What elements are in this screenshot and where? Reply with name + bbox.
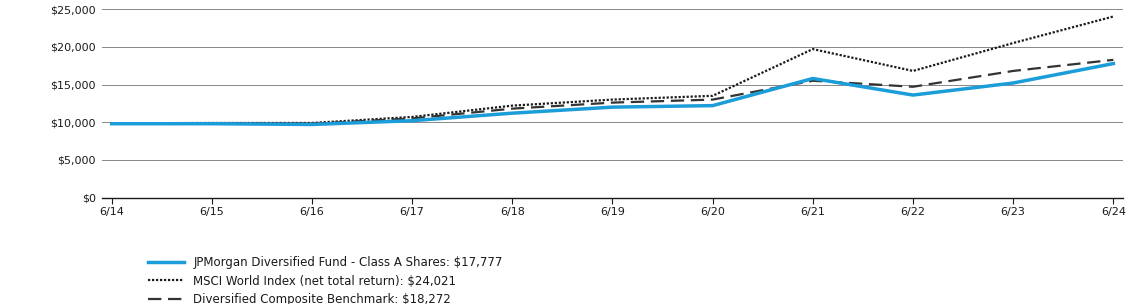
JPMorgan Diversified Fund - Class A Shares: $17,777: (2, 9.7e+03): $17,777: (2, 9.7e+03) (305, 123, 318, 126)
MSCI World Index (net total return): $24,021: (3, 1.07e+04): $24,021: (3, 1.07e+04) (405, 115, 419, 119)
JPMorgan Diversified Fund - Class A Shares: $17,777: (6, 1.22e+04): $17,777: (6, 1.22e+04) (706, 104, 719, 107)
Diversified Composite Benchmark: $18,272: (6, 1.3e+04): $18,272: (6, 1.3e+04) (706, 98, 719, 102)
JPMorgan Diversified Fund - Class A Shares: $17,777: (10, 1.78e+04): $17,777: (10, 1.78e+04) (1106, 62, 1120, 65)
JPMorgan Diversified Fund - Class A Shares: $17,777: (7, 1.58e+04): $17,777: (7, 1.58e+04) (806, 77, 820, 80)
JPMorgan Diversified Fund - Class A Shares: $17,777: (1, 9.8e+03): $17,777: (1, 9.8e+03) (205, 122, 219, 126)
Diversified Composite Benchmark: $18,272: (4, 1.18e+04): $18,272: (4, 1.18e+04) (506, 107, 519, 110)
Diversified Composite Benchmark: $18,272: (2, 9.8e+03): $18,272: (2, 9.8e+03) (305, 122, 318, 126)
Line: Diversified Composite Benchmark: $18,272: Diversified Composite Benchmark: $18,272 (112, 60, 1113, 124)
Diversified Composite Benchmark: $18,272: (9, 1.68e+04): $18,272: (9, 1.68e+04) (1006, 69, 1019, 73)
JPMorgan Diversified Fund - Class A Shares: $17,777: (4, 1.12e+04): $17,777: (4, 1.12e+04) (506, 111, 519, 115)
Line: MSCI World Index (net total return): $24,021: MSCI World Index (net total return): $24… (112, 16, 1113, 123)
Diversified Composite Benchmark: $18,272: (3, 1.05e+04): $18,272: (3, 1.05e+04) (405, 117, 419, 120)
Diversified Composite Benchmark: $18,272: (10, 1.83e+04): $18,272: (10, 1.83e+04) (1106, 58, 1120, 62)
MSCI World Index (net total return): $24,021: (0, 9.85e+03): $24,021: (0, 9.85e+03) (105, 122, 119, 125)
Diversified Composite Benchmark: $18,272: (1, 9.87e+03): $18,272: (1, 9.87e+03) (205, 121, 219, 125)
MSCI World Index (net total return): $24,021: (6, 1.35e+04): $24,021: (6, 1.35e+04) (706, 94, 719, 98)
JPMorgan Diversified Fund - Class A Shares: $17,777: (8, 1.36e+04): $17,777: (8, 1.36e+04) (907, 93, 920, 97)
MSCI World Index (net total return): $24,021: (9, 2.05e+04): $24,021: (9, 2.05e+04) (1006, 41, 1019, 45)
Diversified Composite Benchmark: $18,272: (5, 1.26e+04): $18,272: (5, 1.26e+04) (606, 101, 620, 105)
JPMorgan Diversified Fund - Class A Shares: $17,777: (0, 9.8e+03): $17,777: (0, 9.8e+03) (105, 122, 119, 126)
MSCI World Index (net total return): $24,021: (1, 9.9e+03): $24,021: (1, 9.9e+03) (205, 121, 219, 125)
Line: JPMorgan Diversified Fund - Class A Shares: $17,777: JPMorgan Diversified Fund - Class A Shar… (112, 64, 1113, 124)
Diversified Composite Benchmark: $18,272: (7, 1.55e+04): $18,272: (7, 1.55e+04) (806, 79, 820, 83)
Diversified Composite Benchmark: $18,272: (0, 9.83e+03): $18,272: (0, 9.83e+03) (105, 122, 119, 125)
JPMorgan Diversified Fund - Class A Shares: $17,777: (5, 1.2e+04): $17,777: (5, 1.2e+04) (606, 105, 620, 109)
JPMorgan Diversified Fund - Class A Shares: $17,777: (9, 1.52e+04): $17,777: (9, 1.52e+04) (1006, 81, 1019, 85)
Legend: JPMorgan Diversified Fund - Class A Shares: $17,777, MSCI World Index (net total: JPMorgan Diversified Fund - Class A Shar… (148, 256, 502, 304)
Diversified Composite Benchmark: $18,272: (8, 1.47e+04): $18,272: (8, 1.47e+04) (907, 85, 920, 88)
MSCI World Index (net total return): $24,021: (7, 1.97e+04): $24,021: (7, 1.97e+04) (806, 47, 820, 51)
MSCI World Index (net total return): $24,021: (4, 1.22e+04): $24,021: (4, 1.22e+04) (506, 104, 519, 107)
MSCI World Index (net total return): $24,021: (10, 2.4e+04): $24,021: (10, 2.4e+04) (1106, 15, 1120, 18)
MSCI World Index (net total return): $24,021: (2, 9.9e+03): $24,021: (2, 9.9e+03) (305, 121, 318, 125)
MSCI World Index (net total return): $24,021: (5, 1.3e+04): $24,021: (5, 1.3e+04) (606, 98, 620, 102)
JPMorgan Diversified Fund - Class A Shares: $17,777: (3, 1.02e+04): $17,777: (3, 1.02e+04) (405, 119, 419, 123)
MSCI World Index (net total return): $24,021: (8, 1.68e+04): $24,021: (8, 1.68e+04) (907, 69, 920, 73)
